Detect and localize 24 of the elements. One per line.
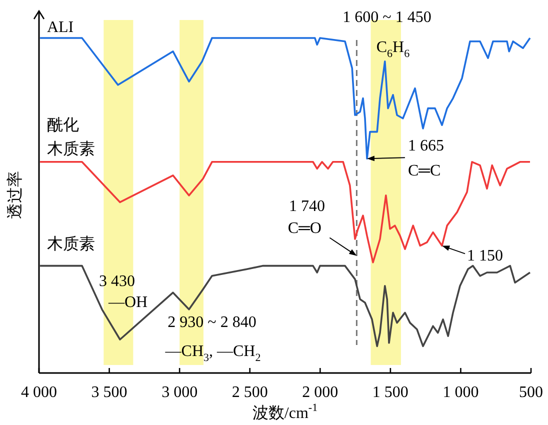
x-tick-label: 1 500 bbox=[372, 384, 408, 401]
text: 1 600 ~ 1 450 bbox=[342, 8, 432, 26]
x-tick-label: 4 000 bbox=[21, 384, 57, 401]
y-axis-title: 透过率 bbox=[6, 171, 24, 219]
x-tick-label: 1 000 bbox=[442, 384, 479, 401]
x-tick-label: 500 bbox=[519, 384, 543, 401]
annotation: C═O bbox=[288, 219, 322, 236]
x-tick-label: 3 500 bbox=[91, 384, 128, 401]
series-label: ALI bbox=[46, 18, 74, 36]
annotation: 1 665 bbox=[408, 137, 444, 154]
series-label: 酰化木质素 bbox=[46, 116, 95, 158]
annotation: 1 150 bbox=[467, 247, 504, 264]
annotation: —OH bbox=[107, 294, 148, 311]
x-axis-title: 波数/cm$^{-1}$ bbox=[252, 402, 318, 422]
annotation: 3 430 bbox=[99, 272, 135, 290]
x-tick-label: 2 500 bbox=[232, 384, 268, 401]
x-tick-label: 3 000 bbox=[162, 384, 198, 401]
x-tick-label: 2 000 bbox=[302, 384, 338, 401]
annotation: 2 930 ~ 2 840 bbox=[168, 314, 256, 331]
annotation: C$_{6}$H$_{6}$ bbox=[376, 38, 410, 60]
annotation: C═C bbox=[408, 162, 441, 180]
annotation: —CH$_{3}$, —CH$_{2}$ bbox=[164, 342, 261, 364]
annotation: 1 740 bbox=[289, 198, 325, 215]
series-label: 木质素 bbox=[46, 234, 95, 252]
